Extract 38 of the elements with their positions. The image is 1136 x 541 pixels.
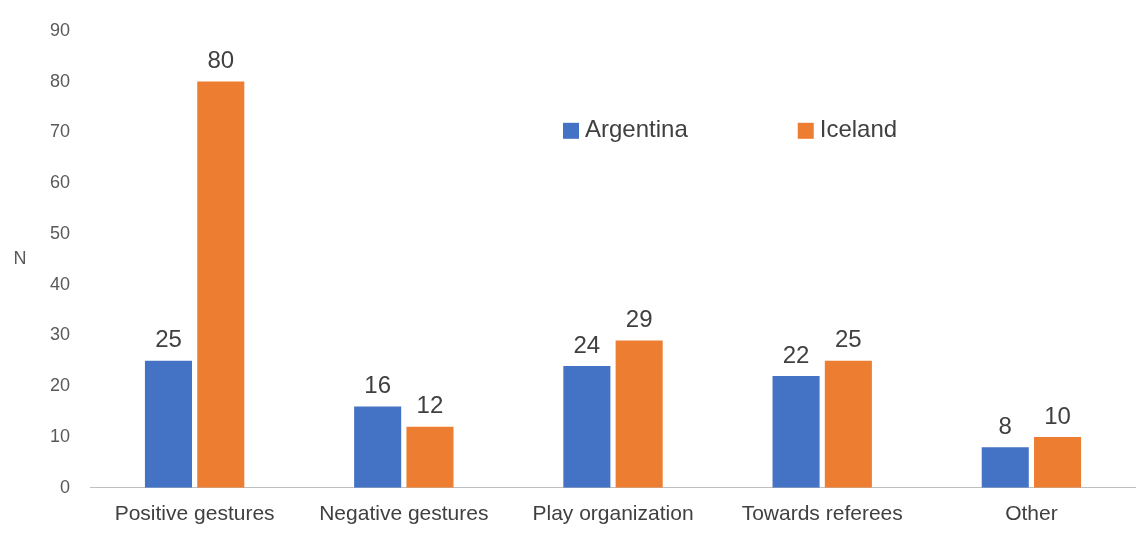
x-tick-label: Play organization: [532, 501, 694, 525]
y-tick-label: 20: [49, 375, 71, 396]
y-axis-title: N: [13, 248, 27, 269]
bar: [354, 406, 402, 488]
legend-label: Argentina: [585, 115, 689, 143]
x-tick-label: Other: [1005, 501, 1058, 525]
y-tick-label: 90: [49, 19, 71, 40]
x-tick-label: Negative gestures: [319, 501, 489, 525]
bar: [144, 360, 192, 488]
data-label: 12: [416, 391, 444, 419]
bar: [615, 340, 663, 488]
x-tick-label: Positive gestures: [114, 501, 275, 525]
bar: [563, 365, 611, 488]
y-tick-label: 80: [49, 70, 71, 91]
data-label: 22: [782, 340, 810, 368]
bar: [772, 376, 820, 488]
data-label: 16: [364, 371, 392, 399]
data-label: 10: [1044, 401, 1071, 429]
bar: [197, 81, 245, 488]
y-tick-label: 10: [49, 425, 71, 446]
data-label: 80: [207, 46, 235, 74]
bar: [406, 426, 454, 488]
data-label: 29: [625, 305, 653, 333]
x-tick-label: Towards referees: [741, 501, 903, 525]
y-tick-label: 0: [60, 476, 71, 497]
y-tick-label: 50: [49, 222, 71, 243]
bar: [981, 447, 1029, 488]
y-tick-label: 70: [49, 121, 71, 142]
data-label: 25: [155, 325, 182, 353]
y-tick-label: 60: [49, 172, 71, 193]
legend-label: Iceland: [819, 115, 898, 143]
bar: [824, 360, 872, 488]
y-tick-label: 30: [49, 324, 71, 345]
data-label: 25: [835, 325, 862, 353]
y-tick-label: 40: [49, 273, 71, 294]
bar: [1034, 437, 1082, 488]
data-label: 24: [573, 330, 601, 358]
data-label: 8: [998, 411, 1012, 439]
